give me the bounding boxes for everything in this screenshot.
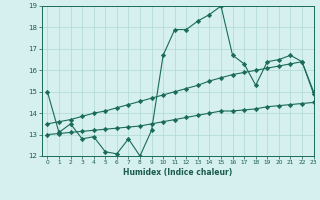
- X-axis label: Humidex (Indice chaleur): Humidex (Indice chaleur): [123, 168, 232, 177]
